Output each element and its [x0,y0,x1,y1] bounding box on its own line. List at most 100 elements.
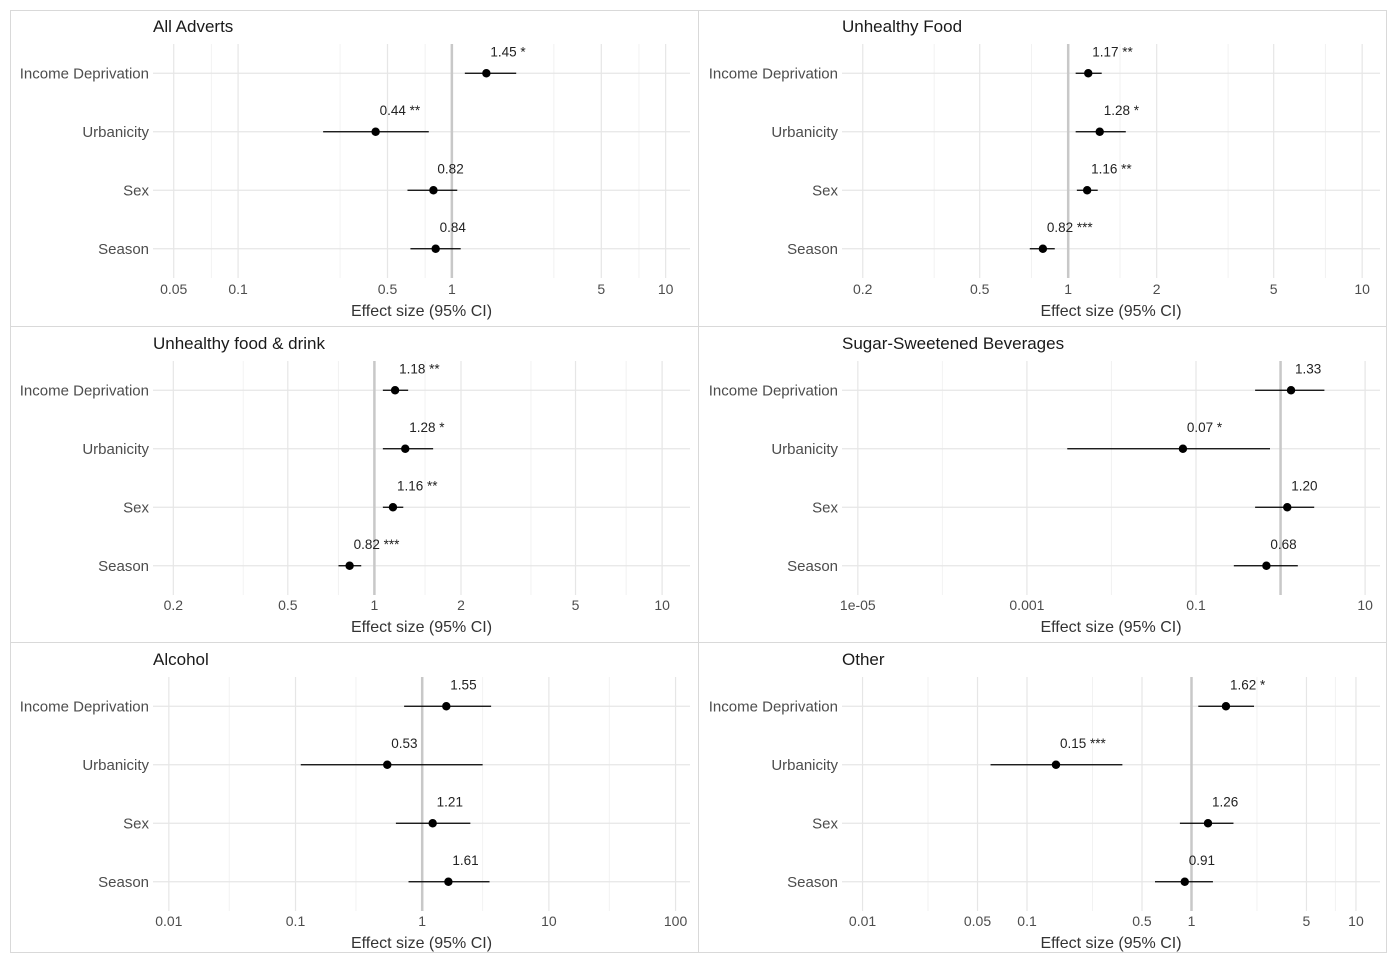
data-label: 0.82 [437,161,463,176]
panel-2: Unhealthy Food Income Deprivation Urbanici… [709,17,1380,320]
tick-label: 0.05 [964,913,991,929]
data-label: 1.62 * [1230,677,1266,692]
point-estimate [429,186,438,195]
category-label: Season [787,874,838,891]
data-label: 0.68 [1270,537,1296,552]
point-estimate [1095,127,1104,136]
x-axis-label: Effect size (95% CI) [1040,935,1181,952]
category-label: Sex [812,499,838,516]
category-label: Income Deprivation [20,698,149,715]
tick-label: 0.01 [849,913,876,929]
point-estimate [388,503,398,512]
data-label: 0.82 *** [1047,220,1094,235]
tick-label: 10 [658,281,674,297]
category-label: Urbanicity [771,757,838,774]
point-estimate [1286,386,1296,395]
panel-title: Unhealthy food & drink [153,334,325,353]
category-label: Urbanicity [82,757,149,774]
x-axis-label: Effect size (95% CI) [351,935,492,952]
x-axis-label: Effect size (95% CI) [351,303,492,320]
tick-label: 5 [572,597,580,613]
point-estimate [1262,561,1271,570]
tick-label: 0.01 [155,913,182,929]
point-estimate [1221,702,1231,711]
panel-1: All Adverts Income Deprivation Urbanicity S… [20,17,690,320]
tick-label: 1 [448,281,456,297]
tick-label: 0.2 [164,597,184,613]
tick-label: 5 [1303,913,1311,929]
data-label: 1.55 [450,677,476,692]
category-label: Sex [123,182,149,199]
point-estimate [442,702,451,711]
tick-label: 10 [1348,913,1364,929]
data-label: 1.28 * [409,420,445,435]
data-label: 1.18 ** [399,361,440,376]
point-estimate [1283,503,1292,512]
data-label: 1.21 [437,794,463,809]
data-label: 1.61 [452,853,478,868]
data-label: 1.33 [1295,361,1321,376]
category-label: Urbanicity [771,441,838,458]
category-label: Season [98,558,149,575]
panel-4: Sugar-Sweetened Beverages Income Deprivat… [709,334,1380,636]
panel-title: All Adverts [153,17,233,36]
tick-label: 0.05 [160,281,187,297]
category-label: Season [98,241,149,258]
point-estimate [1038,244,1048,253]
point-estimate [401,444,410,453]
tick-label: 1 [371,597,379,613]
x-axis-label: Effect size (95% CI) [1040,303,1181,320]
tick-label: 0.5 [278,597,298,613]
tick-label: 5 [597,281,605,297]
point-estimate [431,244,440,253]
data-label: 1.17 ** [1092,44,1133,59]
data-label: 0.82 *** [354,537,401,552]
panel-6: Other Income Deprivation Urbanicity Sex Seas… [709,650,1380,952]
data-label: 0.44 ** [380,103,421,118]
data-label: 0.53 [391,736,417,751]
category-label: Sex [123,815,149,832]
tick-label: 0.1 [228,281,248,297]
panel-5: Alcohol Income Deprivation Urbanicity Sex Se… [20,650,690,952]
point-estimate [1051,760,1061,769]
category-label: Urbanicity [82,124,149,141]
tick-label: 0.1 [286,913,306,929]
point-estimate [482,69,491,78]
tick-label: 0.5 [378,281,398,297]
tick-label: 10 [654,597,670,613]
point-estimate [390,386,400,395]
point-estimate [383,760,392,769]
category-label: Season [787,241,838,258]
point-estimate [1082,186,1092,195]
point-estimate [371,127,380,136]
data-label: 0.15 *** [1060,736,1107,751]
category-label: Income Deprivation [20,65,149,82]
x-axis-label: Effect size (95% CI) [351,619,492,636]
data-label: 0.84 [440,220,467,235]
tick-label: 0.2 [853,281,873,297]
tick-label: 100 [664,913,688,929]
point-estimate [345,561,354,570]
tick-label: 10 [541,913,557,929]
data-label: 1.16 ** [397,478,438,493]
tick-label: 1 [418,913,426,929]
point-estimate [1180,877,1189,886]
data-label: 1.16 ** [1091,161,1132,176]
tick-label: 0.5 [1132,913,1152,929]
category-label: Urbanicity [771,124,838,141]
panel-title: Other [842,650,885,669]
panel-title: Unhealthy Food [842,17,962,36]
point-estimate [444,877,453,886]
point-estimate [1178,444,1188,453]
category-label: Income Deprivation [709,65,838,82]
tick-label: 2 [457,597,465,613]
panel-title: Alcohol [153,650,209,669]
tick-label: 5 [1270,281,1278,297]
tick-label: 0.1 [1017,913,1037,929]
panel-3: Unhealthy food & drink Income Deprivation… [20,334,690,636]
category-label: Sex [123,499,149,516]
tick-label: 0.5 [970,281,990,297]
tick-label: 1 [1188,913,1196,929]
category-label: Income Deprivation [709,698,838,715]
